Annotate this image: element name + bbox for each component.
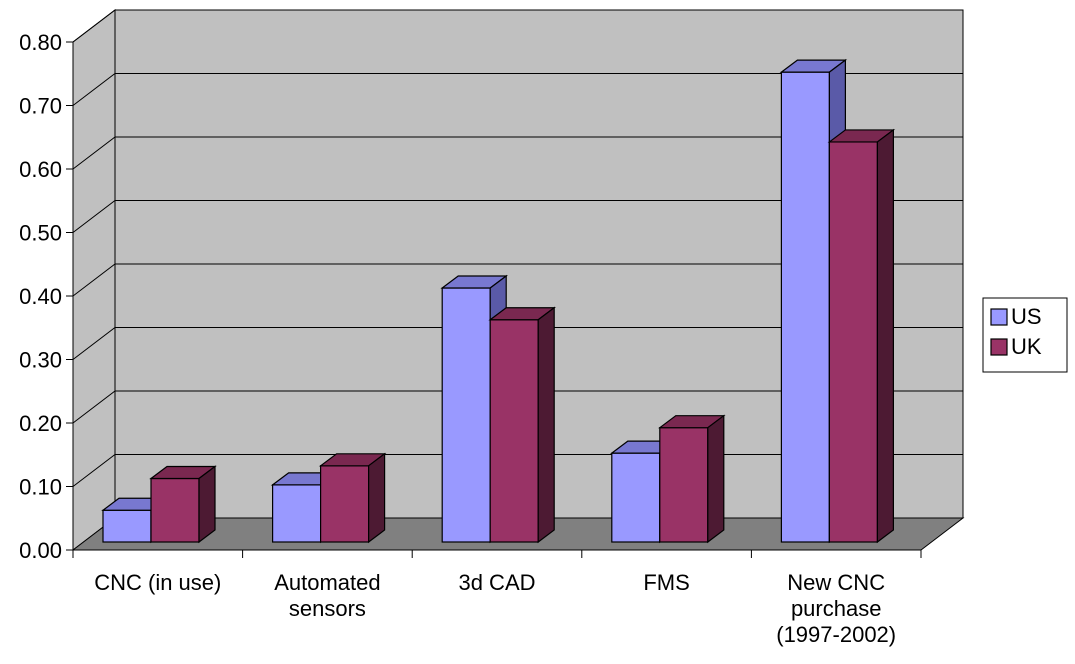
y-tick-label: 0.80 bbox=[19, 30, 62, 55]
legend: US UK bbox=[982, 297, 1068, 373]
bar-front bbox=[659, 427, 709, 543]
x-category-label: FMS bbox=[643, 570, 689, 595]
y-tick-label: 0.00 bbox=[19, 538, 62, 563]
legend-swatch bbox=[990, 308, 1008, 326]
bar-front bbox=[441, 287, 491, 543]
bar-side bbox=[537, 306, 555, 544]
bar-front bbox=[780, 71, 831, 543]
bar-front bbox=[489, 319, 539, 543]
bar-side bbox=[707, 414, 725, 544]
gridlines bbox=[72, 9, 963, 487]
x-category-label-line: Automated bbox=[274, 570, 380, 595]
x-category-label: Automated sensors bbox=[274, 570, 380, 621]
bar bbox=[488, 306, 557, 544]
x-axis-labels: CNC (in use) Automated sensors 3d CAD FMS New… bbox=[94, 570, 896, 647]
legend-label: US bbox=[1011, 304, 1042, 329]
x-category-label-line: CNC (in use) bbox=[94, 570, 221, 595]
x-category-label-line: 3d CAD bbox=[458, 570, 535, 595]
bar-front bbox=[102, 509, 152, 543]
gridline bbox=[72, 263, 963, 297]
y-tick-label: 0.30 bbox=[19, 348, 62, 373]
bar-front bbox=[320, 465, 370, 543]
legend-label: UK bbox=[1011, 334, 1042, 359]
legend-swatch bbox=[990, 338, 1008, 356]
gridline bbox=[72, 136, 963, 170]
y-axis-ticks: 0.00 0.10 0.20 0.30 0.40 0.50 0.60 0.70 0.80 bbox=[19, 30, 73, 563]
y-tick-label: 0.50 bbox=[19, 221, 62, 246]
bar-front bbox=[828, 141, 879, 543]
gridline bbox=[72, 327, 963, 360]
bar bbox=[318, 452, 387, 544]
x-category-label-line: New CNC bbox=[787, 570, 885, 595]
x-category-label-line: (1997-2002) bbox=[776, 622, 896, 647]
gridline bbox=[72, 200, 963, 233]
bar-side bbox=[876, 128, 895, 544]
bar bbox=[149, 465, 217, 544]
x-category-label: CNC (in use) bbox=[94, 570, 221, 595]
x-category-label-line: sensors bbox=[289, 596, 366, 621]
bar bbox=[827, 128, 896, 544]
y-tick-label: 0.40 bbox=[19, 284, 62, 309]
y-tick-label: 0.20 bbox=[19, 411, 62, 436]
bar-front bbox=[611, 452, 661, 543]
x-category-label-line: purchase bbox=[791, 596, 882, 621]
bar-front bbox=[150, 477, 200, 543]
bars bbox=[101, 58, 896, 544]
x-category-label: 3d CAD bbox=[458, 570, 535, 595]
y-tick-label: 0.10 bbox=[19, 475, 62, 500]
bar-front bbox=[272, 484, 322, 543]
gridline bbox=[72, 9, 963, 43]
x-category-label: New CNC purchase (1997-2002) bbox=[776, 570, 896, 647]
bar bbox=[657, 414, 726, 544]
bar-side bbox=[368, 452, 386, 544]
y-tick-label: 0.60 bbox=[19, 157, 62, 182]
y-tick-label: 0.70 bbox=[19, 94, 62, 119]
bar-side bbox=[198, 465, 216, 544]
gridline bbox=[72, 390, 963, 424]
x-category-label-line: FMS bbox=[643, 570, 689, 595]
gridline bbox=[72, 73, 963, 106]
